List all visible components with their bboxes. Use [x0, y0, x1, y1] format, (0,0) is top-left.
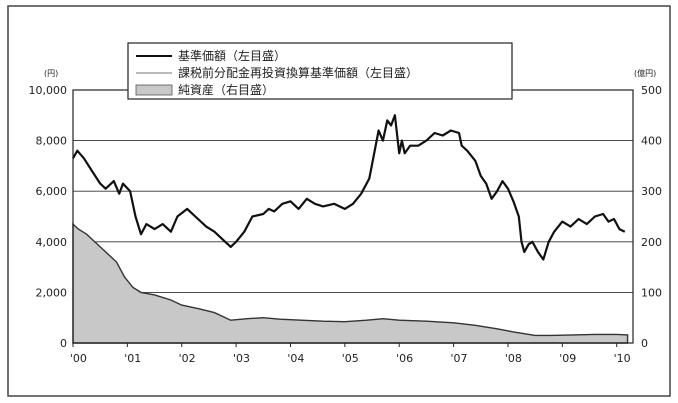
right-tick-label: 300: [641, 185, 662, 198]
x-tick-label: '07: [451, 352, 468, 365]
left-tick-label: 10,000: [29, 84, 68, 97]
left-axis-unit: (円): [44, 69, 58, 78]
legend: 基準価額（左目盛） 課税前分配金再投資換算基準価額（左目盛） 純資産（右目盛）: [127, 42, 513, 100]
right-tick-label: 0: [641, 337, 648, 350]
gridlines: [73, 140, 633, 293]
x-tick-label: '06: [396, 352, 413, 365]
right-tick-label: 100: [641, 286, 662, 299]
x-tick-label: '00: [70, 352, 87, 365]
right-axis-unit: (億円): [634, 68, 656, 78]
nav-lines: [72, 114, 626, 261]
right-tick-label: 200: [641, 236, 662, 249]
legend-box: [127, 42, 513, 100]
left-tick-label: 0: [60, 337, 67, 350]
legend-label-reinvested: 課税前分配金再投資換算基準価額（左目盛）: [178, 65, 418, 80]
net-assets-area-path: [72, 222, 629, 344]
x-tick-label: '10: [614, 352, 631, 365]
x-tick-label: '03: [233, 352, 250, 365]
reinvested-nav-line: [72, 114, 626, 261]
left-tick-label: 8,000: [36, 135, 68, 148]
legend-label-nav: 基準価額（左目盛）: [178, 48, 286, 63]
right-tick-label: 500: [641, 84, 662, 97]
legend-label-net-assets: 純資産（右目盛）: [178, 82, 274, 97]
chart-border: [7, 5, 671, 397]
x-tick-label: '05: [342, 352, 359, 365]
x-tick-label: '01: [124, 352, 141, 365]
net-assets-area: [72, 222, 629, 344]
left-tick-label: 2,000: [36, 286, 68, 299]
left-tick-label: 6,000: [36, 185, 68, 198]
left-axis-ticks: 0 2,000 4,000 6,000 8,000 10,000: [29, 84, 68, 350]
x-tick-label: '04: [287, 352, 304, 365]
nav-line: [72, 114, 626, 261]
right-axis-ticks: 0 100 200 300 400 500: [641, 84, 662, 350]
legend-swatch-net-assets: [135, 84, 173, 96]
right-tick-label: 400: [641, 135, 662, 148]
left-tick-label: 4,000: [36, 236, 68, 249]
x-axis-ticks: '00 '01 '02 '03 '04 '05 '06 '07 '08 '09 '10: [70, 343, 631, 365]
x-tick-label: '02: [179, 352, 196, 365]
x-tick-label: '09: [559, 352, 576, 365]
x-tick-label: '08: [505, 352, 522, 365]
